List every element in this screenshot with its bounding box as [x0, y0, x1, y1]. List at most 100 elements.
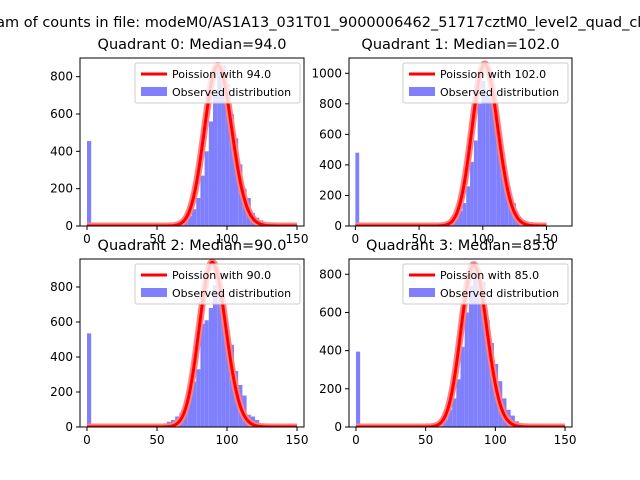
y-tick-label: 1000: [311, 66, 342, 80]
x-tick-label: 0: [83, 433, 91, 447]
histogram-bar: [489, 88, 493, 226]
histogram-bar: [196, 198, 201, 226]
histogram-bar: [221, 299, 226, 427]
y-tick-label: 800: [50, 70, 73, 84]
y-tick-label: 800: [50, 280, 73, 294]
histogram-bar: [192, 209, 197, 226]
legend-patch-swatch: [141, 288, 167, 297]
x-tick-label: 150: [286, 232, 309, 246]
x-tick-label: 0: [83, 232, 91, 246]
histogram-bar: [468, 285, 474, 427]
x-tick-label: 150: [535, 232, 558, 246]
histogram-bar: [234, 138, 239, 226]
histogram-bar: [454, 217, 459, 226]
subplot-3: 0 50 100 150 0 200 400 600 800 Quadrant 3: Median…: [319, 238, 576, 447]
legend-box: [402, 62, 569, 104]
histogram-bar: [213, 95, 218, 226]
histogram-bar: [492, 111, 497, 226]
legend-label-poisson: Poission with 94.0: [172, 68, 271, 81]
subplot-1: 0 50 100 150 0 200 400 600 800 1000 Quadrant 1: Me…: [311, 37, 573, 246]
histogram-bar: [204, 320, 209, 427]
histogram-bar: [221, 65, 226, 226]
poisson-line: [86, 63, 298, 226]
subplot-title: Quadrant 2: Median=90.0: [98, 238, 287, 254]
y-tick-label: 0: [65, 219, 73, 233]
axes-frame: [348, 258, 573, 428]
histogram-bar: [462, 203, 467, 226]
histogram-bar: [225, 332, 230, 427]
x-tick-label: 100: [484, 433, 507, 447]
histogram-bar: [355, 152, 360, 226]
figure-suptitle: Histogram of counts in file: modeM0/AS1A…: [0, 15, 640, 31]
x-tick-label: 150: [286, 433, 309, 447]
legend-patch-swatch: [141, 87, 167, 96]
histogram-bar: [481, 80, 486, 226]
histogram-bar: [187, 393, 192, 427]
histogram-bar: [225, 84, 230, 226]
plot-area: [353, 60, 549, 226]
histogram-bar: [470, 161, 474, 226]
histogram-bar: [87, 141, 92, 226]
histogram-bar: [443, 419, 448, 427]
x-tick-label: 0: [352, 433, 360, 447]
histogram-bar: [500, 152, 505, 226]
legend-label-poisson: Poission with 102.0: [440, 68, 546, 81]
histogram-bar: [496, 131, 501, 226]
histogram-bar: [473, 140, 478, 226]
y-tick-label: 400: [319, 158, 342, 172]
legend-label-observed: Observed distribution: [172, 287, 291, 300]
histogram-bar: [464, 312, 469, 427]
y-tick-label: 200: [50, 385, 73, 399]
histogram-bar: [217, 292, 222, 427]
axes-frame: [348, 57, 573, 227]
subplot-title: Quadrant 1: Median=102.0: [361, 37, 559, 53]
y-tick-label: 800: [319, 267, 342, 281]
legend-label-poisson: Poission with 85.0: [440, 269, 539, 282]
histogram-bar: [200, 323, 205, 427]
legend-patch-swatch: [409, 288, 435, 297]
histogram-bar: [447, 409, 453, 427]
legend-box: [134, 62, 301, 104]
legend-patch-swatch: [409, 87, 435, 96]
axes-frame: [79, 57, 305, 227]
histogram-bar: [208, 308, 213, 427]
histogram-bar: [229, 114, 234, 226]
y-tick-label: 200: [319, 382, 342, 396]
y-tick-label: 0: [334, 219, 342, 233]
y-tick-label: 0: [65, 420, 73, 434]
histogram-bar: [460, 346, 465, 427]
y-tick-label: 400: [50, 144, 73, 158]
legend: Poission with 102.0 Observed distribution: [402, 62, 569, 104]
y-tick-label: 200: [319, 188, 342, 202]
y-tick-label: 200: [50, 182, 73, 196]
histogram-bar: [481, 281, 486, 427]
legend-label-observed: Observed distribution: [440, 287, 559, 300]
subplot-title: Quadrant 3: Median=85.0: [366, 238, 555, 254]
x-tick-label: 50: [149, 433, 164, 447]
histogram-bar: [489, 343, 494, 427]
x-tick-label: 50: [149, 232, 164, 246]
x-tick-label: 50: [411, 232, 426, 246]
histogram-bar: [355, 351, 361, 427]
y-tick-label: 800: [319, 97, 342, 111]
y-tick-label: 600: [319, 305, 342, 319]
histogram-bar: [213, 285, 218, 427]
subplot-2: 0 50 100 150 0 200 400 600 800 Quadrant 2: Median…: [50, 238, 308, 447]
plot-area: [84, 61, 300, 226]
legend: Poission with 90.0 Observed distribution: [134, 263, 301, 305]
poisson-line: [355, 62, 547, 226]
legend-label-observed: Observed distribution: [440, 86, 559, 99]
histogram-bar: [200, 175, 205, 226]
histogram-bar: [87, 333, 92, 427]
x-tick-label: 100: [216, 232, 239, 246]
x-tick-label: 100: [471, 232, 494, 246]
legend: Poission with 94.0 Observed distribution: [134, 62, 301, 104]
histogram-bar: [458, 210, 463, 226]
subplot-0: 0 50 100 150 0 200 400 600 800 Quadrant 0: Median…: [50, 37, 308, 246]
axes-frame: [79, 258, 305, 428]
y-tick-label: 600: [50, 315, 73, 329]
histogram-bar: [485, 94, 490, 226]
legend-label-poisson: Poission with 90.0: [172, 269, 271, 282]
histogram-bar: [456, 379, 461, 427]
x-tick-label: 100: [216, 433, 239, 447]
